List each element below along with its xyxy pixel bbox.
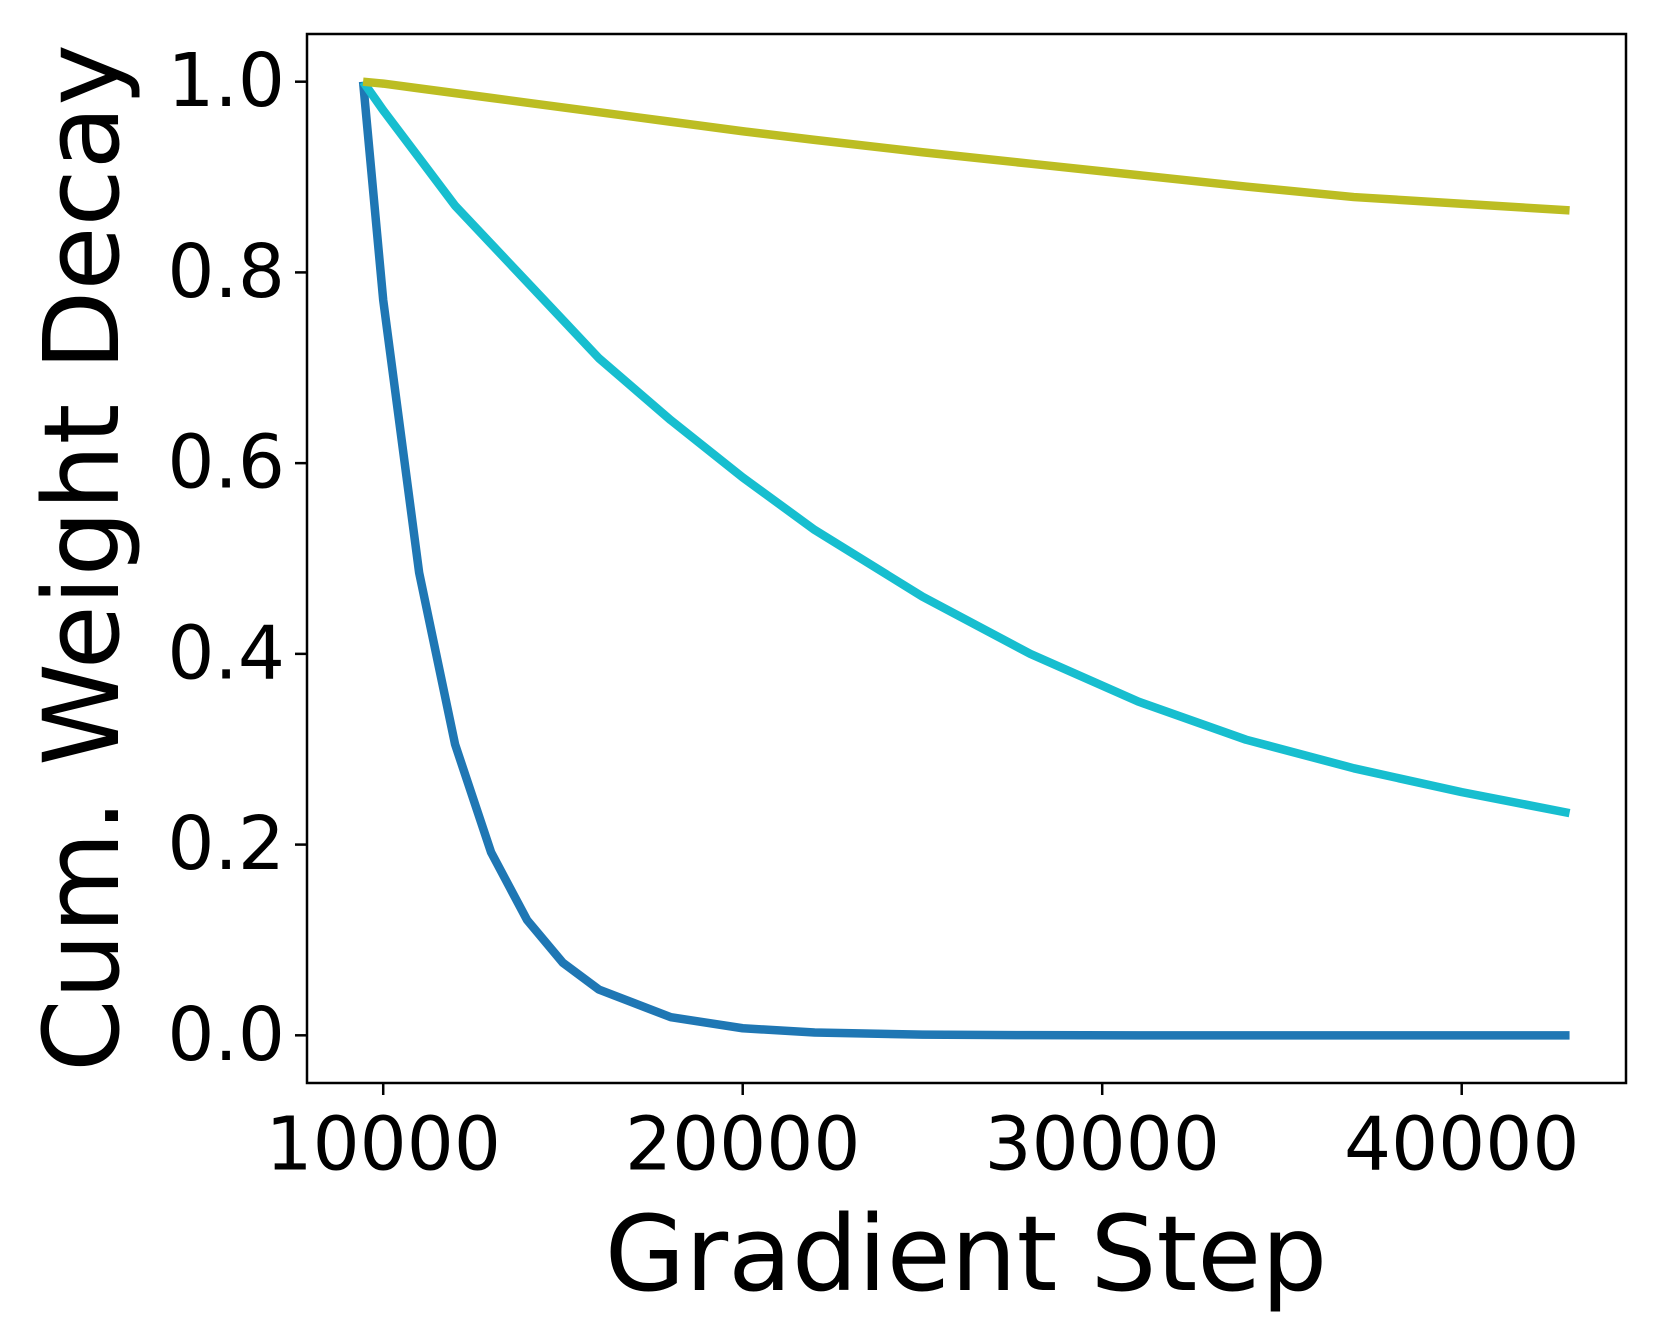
x-tick-label: 10000 <box>266 1102 501 1188</box>
y-tick-label: 0.4 <box>167 610 285 696</box>
y-axis-label: Cum. Weight Decay <box>21 44 143 1072</box>
x-tick-label: 30000 <box>985 1102 1220 1188</box>
x-axis-label: Gradient Step <box>605 1193 1328 1315</box>
line-series <box>359 79 1571 818</box>
y-tick-label: 0.6 <box>167 420 285 506</box>
y-tick-label: 1.0 <box>167 38 285 124</box>
y-tick-label: 0.8 <box>167 229 285 315</box>
y-tick-label: 0.2 <box>167 801 285 887</box>
x-tick-label: 20000 <box>625 1102 860 1188</box>
line-series <box>358 81 1570 1040</box>
line-series <box>362 77 1570 215</box>
plot-frame <box>305 32 1628 1085</box>
x-tick-label: 40000 <box>1344 1102 1579 1188</box>
y-tick-label: 0.0 <box>167 992 285 1078</box>
